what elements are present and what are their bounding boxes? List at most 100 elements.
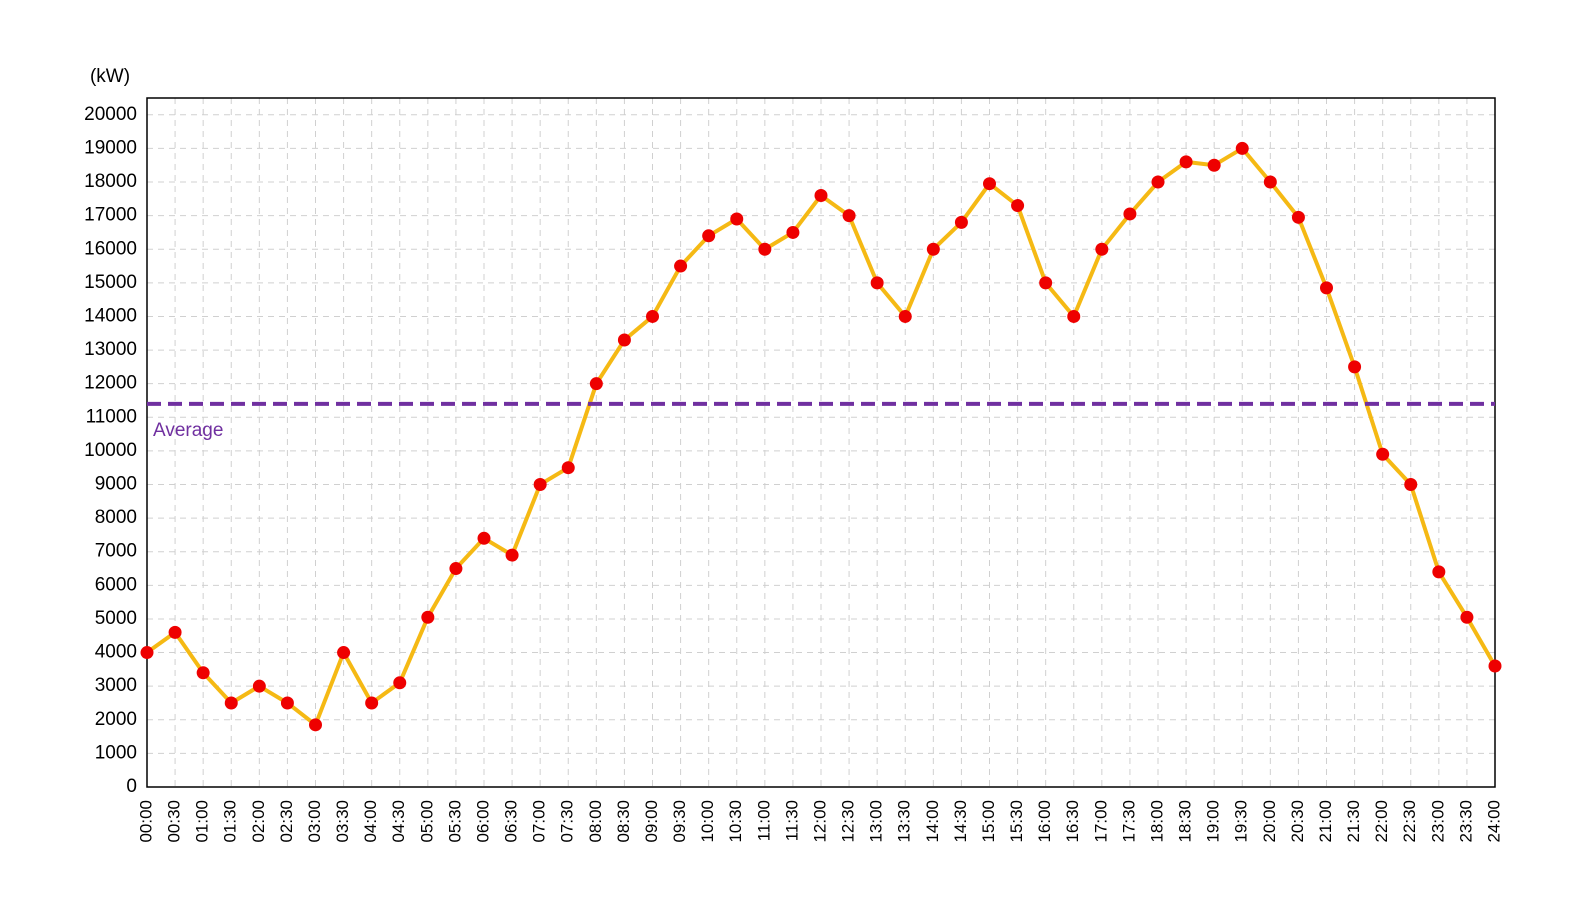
y-tick-label: 13000: [84, 339, 137, 360]
marker: [898, 309, 912, 323]
plot-frame: [146, 97, 1496, 788]
x-tick-label: 00:30: [165, 800, 184, 843]
marker: [1460, 610, 1474, 624]
marker: [646, 309, 659, 323]
marker: [617, 333, 631, 347]
x-tick-label: 15:00: [979, 800, 998, 843]
x-tick-label: 23:30: [1456, 800, 1475, 843]
marker: [1123, 207, 1137, 221]
marker: [1039, 276, 1053, 290]
marker: [1179, 155, 1193, 169]
marker: [1320, 281, 1333, 295]
y-tick-label: 9000: [95, 474, 137, 495]
marker: [814, 188, 828, 202]
x-tick-label: 03:00: [305, 800, 324, 843]
x-tick-label: 03:30: [333, 800, 352, 843]
x-tick-label: 12:00: [810, 800, 829, 843]
x-tick-label: 21:30: [1344, 800, 1363, 843]
x-tick-label: 23:00: [1428, 800, 1447, 843]
marker: [674, 259, 688, 273]
x-tick-label: 17:30: [1119, 800, 1138, 843]
y-tick-label: 1000: [95, 742, 137, 763]
marker: [196, 666, 210, 680]
y-tick-label: 6000: [95, 574, 137, 595]
marker: [1207, 158, 1221, 172]
marker: [1095, 242, 1109, 256]
marker: [954, 215, 968, 229]
x-tick-label: 07:00: [530, 800, 549, 843]
x-tick-label: 13:00: [867, 800, 886, 843]
y-tick-label: 7000: [95, 541, 137, 562]
marker: [280, 696, 294, 710]
marker: [1235, 141, 1249, 155]
marker: [1404, 478, 1418, 492]
marker: [758, 242, 772, 256]
marker: [926, 242, 940, 256]
y-tick-label: 20000: [84, 104, 137, 125]
y-tick-label: 10000: [84, 440, 137, 461]
marker: [1376, 447, 1390, 461]
y-tick-label: 14000: [84, 305, 137, 326]
x-tick-label: 01:00: [193, 800, 212, 843]
x-tick-label: 19:30: [1232, 800, 1251, 843]
marker: [449, 562, 463, 576]
x-tick-label: 09:00: [642, 800, 661, 843]
marker: [842, 209, 856, 223]
x-tick-label: 18:30: [1176, 800, 1195, 843]
marker: [1432, 565, 1446, 579]
x-tick-label: 06:00: [473, 800, 492, 843]
x-tick-label: 24:00: [1484, 800, 1503, 843]
marker: [1067, 309, 1081, 323]
x-tick-label: 14:30: [951, 800, 970, 843]
x-tick-label: 20:00: [1260, 800, 1279, 843]
x-tick-label: 13:30: [895, 800, 914, 843]
x-tick-label: 11:30: [782, 800, 801, 841]
marker: [533, 478, 547, 492]
y-tick-label: 19000: [84, 137, 137, 158]
marker: [393, 676, 407, 690]
y-tick-label: 8000: [95, 507, 137, 528]
x-tick-label: 22:00: [1372, 800, 1391, 843]
x-tick-label: 17:00: [1091, 800, 1110, 843]
x-tick-label: 10:00: [698, 800, 717, 843]
marker: [309, 718, 322, 732]
marker: [140, 646, 154, 660]
x-tick-label: 10:30: [726, 800, 745, 843]
marker: [337, 646, 351, 660]
marker: [1348, 360, 1362, 374]
x-tick-label: 12:30: [839, 800, 858, 843]
marker: [421, 610, 435, 624]
marker: [702, 229, 716, 243]
x-tick-label: 00:00: [136, 800, 155, 843]
x-tick-label: 15:30: [1007, 800, 1026, 843]
x-tick-label: 22:30: [1400, 800, 1419, 843]
x-tick-label: 06:30: [502, 800, 521, 843]
x-tick-label: 01:30: [221, 800, 240, 843]
y-tick-label: 5000: [95, 608, 137, 629]
y-tick-label: 15000: [84, 272, 137, 293]
marker: [168, 625, 182, 639]
marker: [1263, 175, 1277, 189]
y-tick-label: 18000: [84, 171, 137, 192]
y-tick-label: 16000: [84, 238, 137, 259]
x-tick-label: 04:00: [361, 800, 380, 843]
marker: [786, 225, 800, 239]
y-tick-label: 3000: [95, 675, 137, 696]
x-tick-label: 02:00: [249, 800, 268, 843]
x-tick-label: 11:00: [754, 800, 773, 841]
marker: [365, 696, 379, 710]
marker: [1011, 199, 1025, 213]
y-tick-label: 17000: [84, 205, 137, 226]
marker: [589, 377, 603, 391]
y-tick-label: 11000: [86, 406, 137, 427]
x-tick-label: 21:00: [1316, 800, 1335, 843]
x-tick-label: 04:30: [389, 800, 408, 843]
average-label: Average: [153, 420, 223, 441]
marker: [505, 548, 519, 562]
marker: [1151, 175, 1165, 189]
y-tick-label: 0: [126, 776, 137, 797]
x-tick-label: 14:00: [923, 800, 942, 843]
y-tick-label: 4000: [95, 642, 137, 663]
y-axis-label: (kW): [90, 66, 130, 87]
y-tick-label: 2000: [95, 709, 137, 730]
